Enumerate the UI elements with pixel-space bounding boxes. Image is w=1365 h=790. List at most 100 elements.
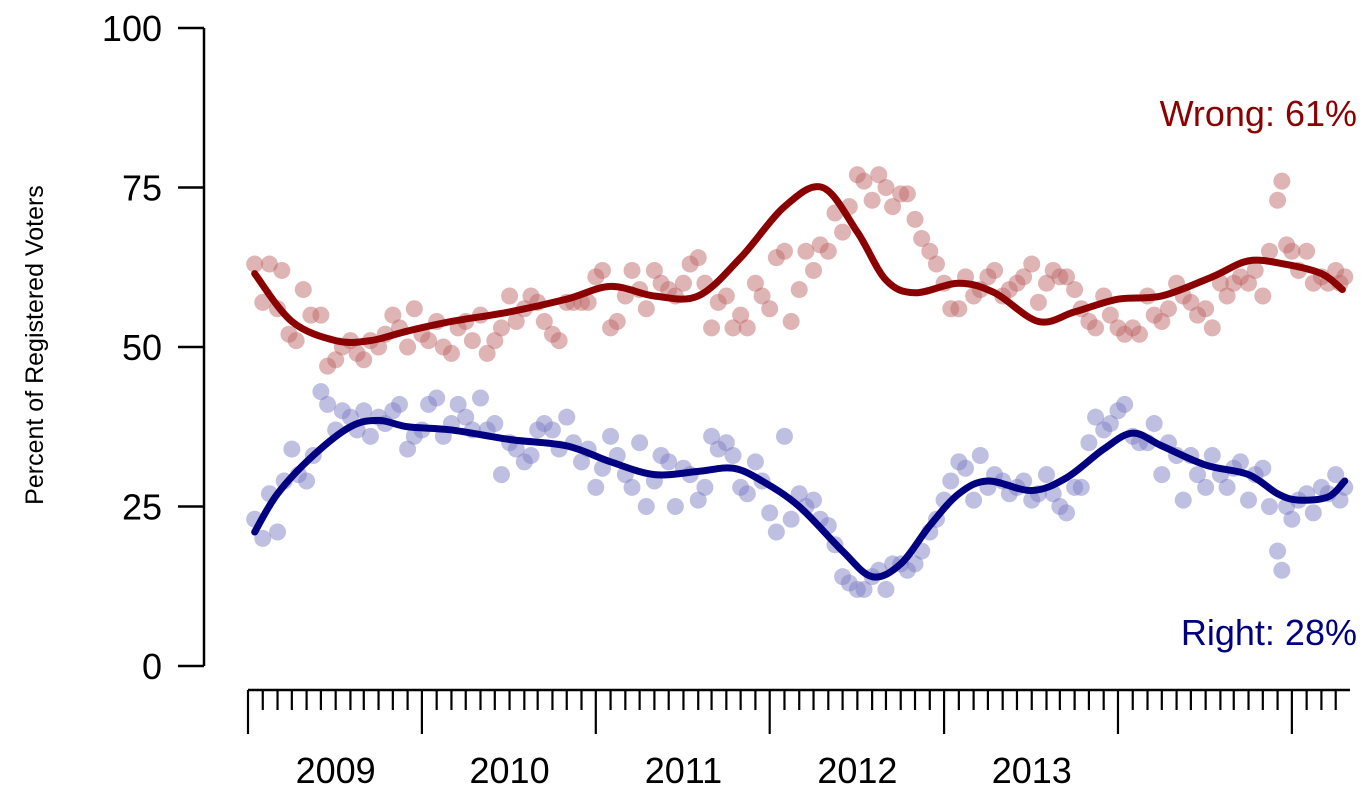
wrong-data-point [507, 312, 525, 330]
right-data-point [790, 485, 808, 503]
wrong-track-points [246, 166, 1354, 375]
wrong-data-point [805, 261, 823, 279]
x-tick-label: 2013 [992, 750, 1072, 790]
wrong-data-point [1066, 281, 1084, 299]
wrong-data-point [1254, 287, 1272, 305]
wrong-data-point [1101, 306, 1119, 324]
wrong-data-point [1038, 274, 1056, 292]
wrong-data-point [863, 191, 881, 209]
right-data-point [602, 427, 620, 445]
right-data-point [631, 434, 649, 452]
right-trend-line [251, 416, 1349, 581]
wrong-data-point [1218, 287, 1236, 305]
wrong-data-point [950, 300, 968, 318]
right-data-point [1327, 466, 1345, 484]
right-data-point [703, 427, 721, 445]
right-data-point [906, 555, 924, 573]
wrong-data-point [355, 351, 373, 369]
right-data-point [761, 504, 779, 522]
right-data-point [472, 389, 490, 407]
wrong-data-point [442, 344, 460, 362]
wrong-data-point [1015, 268, 1033, 286]
right-data-point [1087, 408, 1105, 426]
y-tick-label: 75 [122, 168, 162, 209]
wrong-data-point [703, 319, 721, 337]
wrong-data-point [645, 261, 663, 279]
wrong-data-point [327, 351, 345, 369]
right-data-point [558, 408, 576, 426]
right-data-point [1153, 466, 1171, 484]
wrong-data-point [593, 261, 611, 279]
right-data-point [623, 478, 641, 496]
wrong-data-point [906, 210, 924, 228]
right-data-point [355, 402, 373, 420]
right-direction-annotation: Right: 28% [1181, 612, 1357, 653]
wrong-data-point [1029, 293, 1047, 311]
wrong-trend-line [251, 183, 1346, 346]
right-data-point [319, 395, 337, 413]
wrong-data-point [717, 287, 735, 305]
right-data-point [1218, 478, 1236, 496]
y-tick-label: 0 [142, 646, 162, 687]
right-data-point [312, 383, 330, 401]
y-tick-label: 50 [122, 327, 162, 368]
right-data-point [428, 389, 446, 407]
wrong-data-point [790, 281, 808, 299]
wrong-data-point [674, 274, 692, 292]
wrong-data-point [1130, 325, 1148, 343]
right-data-point [1072, 478, 1090, 496]
right-data-point [449, 395, 467, 413]
right-data-point [1231, 453, 1249, 471]
right-data-point [399, 440, 417, 458]
wrong-data-point [405, 300, 423, 318]
wrong-data-point [384, 306, 402, 324]
wrong-data-point [254, 293, 272, 311]
wrong-data-point [870, 166, 888, 184]
right-data-point [1254, 459, 1272, 477]
wrong-data-point [797, 242, 815, 260]
wrong-data-point [312, 306, 330, 324]
right-data-point [775, 427, 793, 445]
wrong-data-point [877, 179, 895, 196]
wrong-data-point [1283, 242, 1301, 260]
wrong-data-point [608, 312, 626, 330]
wrong-data-point [492, 319, 510, 337]
wrong-data-point [1197, 300, 1215, 318]
right-data-point [522, 446, 540, 464]
right-data-point [1058, 504, 1076, 522]
right-data-point [1269, 542, 1287, 560]
wrong-data-point [486, 332, 504, 350]
wrong-data-point [1298, 242, 1316, 260]
wrong-data-point [1269, 191, 1287, 209]
x-tick-label: 2011 [645, 750, 722, 790]
wrong-track-annotation: Wrong: 61% [1160, 93, 1357, 134]
right-data-point [971, 446, 989, 464]
wrong-data-point [246, 255, 264, 273]
right-data-point [1080, 434, 1098, 452]
wrong-data-point [898, 185, 916, 203]
right-data-point [724, 446, 742, 464]
wrong-data-point [1240, 274, 1258, 292]
x-axis: 2009 2010 2011 2012 2013 [246, 688, 1350, 790]
right-data-point [1101, 415, 1119, 433]
right-data-point [269, 523, 287, 541]
x-tick-label: 2012 [817, 750, 897, 790]
y-axis: 0 25 50 75 100 [102, 8, 206, 687]
wrong-data-point [1023, 255, 1041, 273]
x-tick-label: 2009 [296, 750, 376, 790]
wrong-data-point [782, 312, 800, 330]
wrong-data-point [1273, 172, 1291, 190]
right-data-point [1283, 510, 1301, 528]
right-direction-points [246, 383, 1354, 598]
wrong-data-point [478, 344, 496, 362]
right-data-point [283, 440, 301, 458]
right-data-point [573, 453, 591, 471]
y-tick-label: 100 [102, 8, 162, 49]
right-data-point [361, 427, 379, 445]
wrong-data-point [819, 242, 837, 260]
wrong-data-point [927, 255, 945, 273]
wrong-data-point [420, 332, 438, 350]
right-data-point [298, 472, 316, 490]
right-data-point [717, 434, 735, 452]
